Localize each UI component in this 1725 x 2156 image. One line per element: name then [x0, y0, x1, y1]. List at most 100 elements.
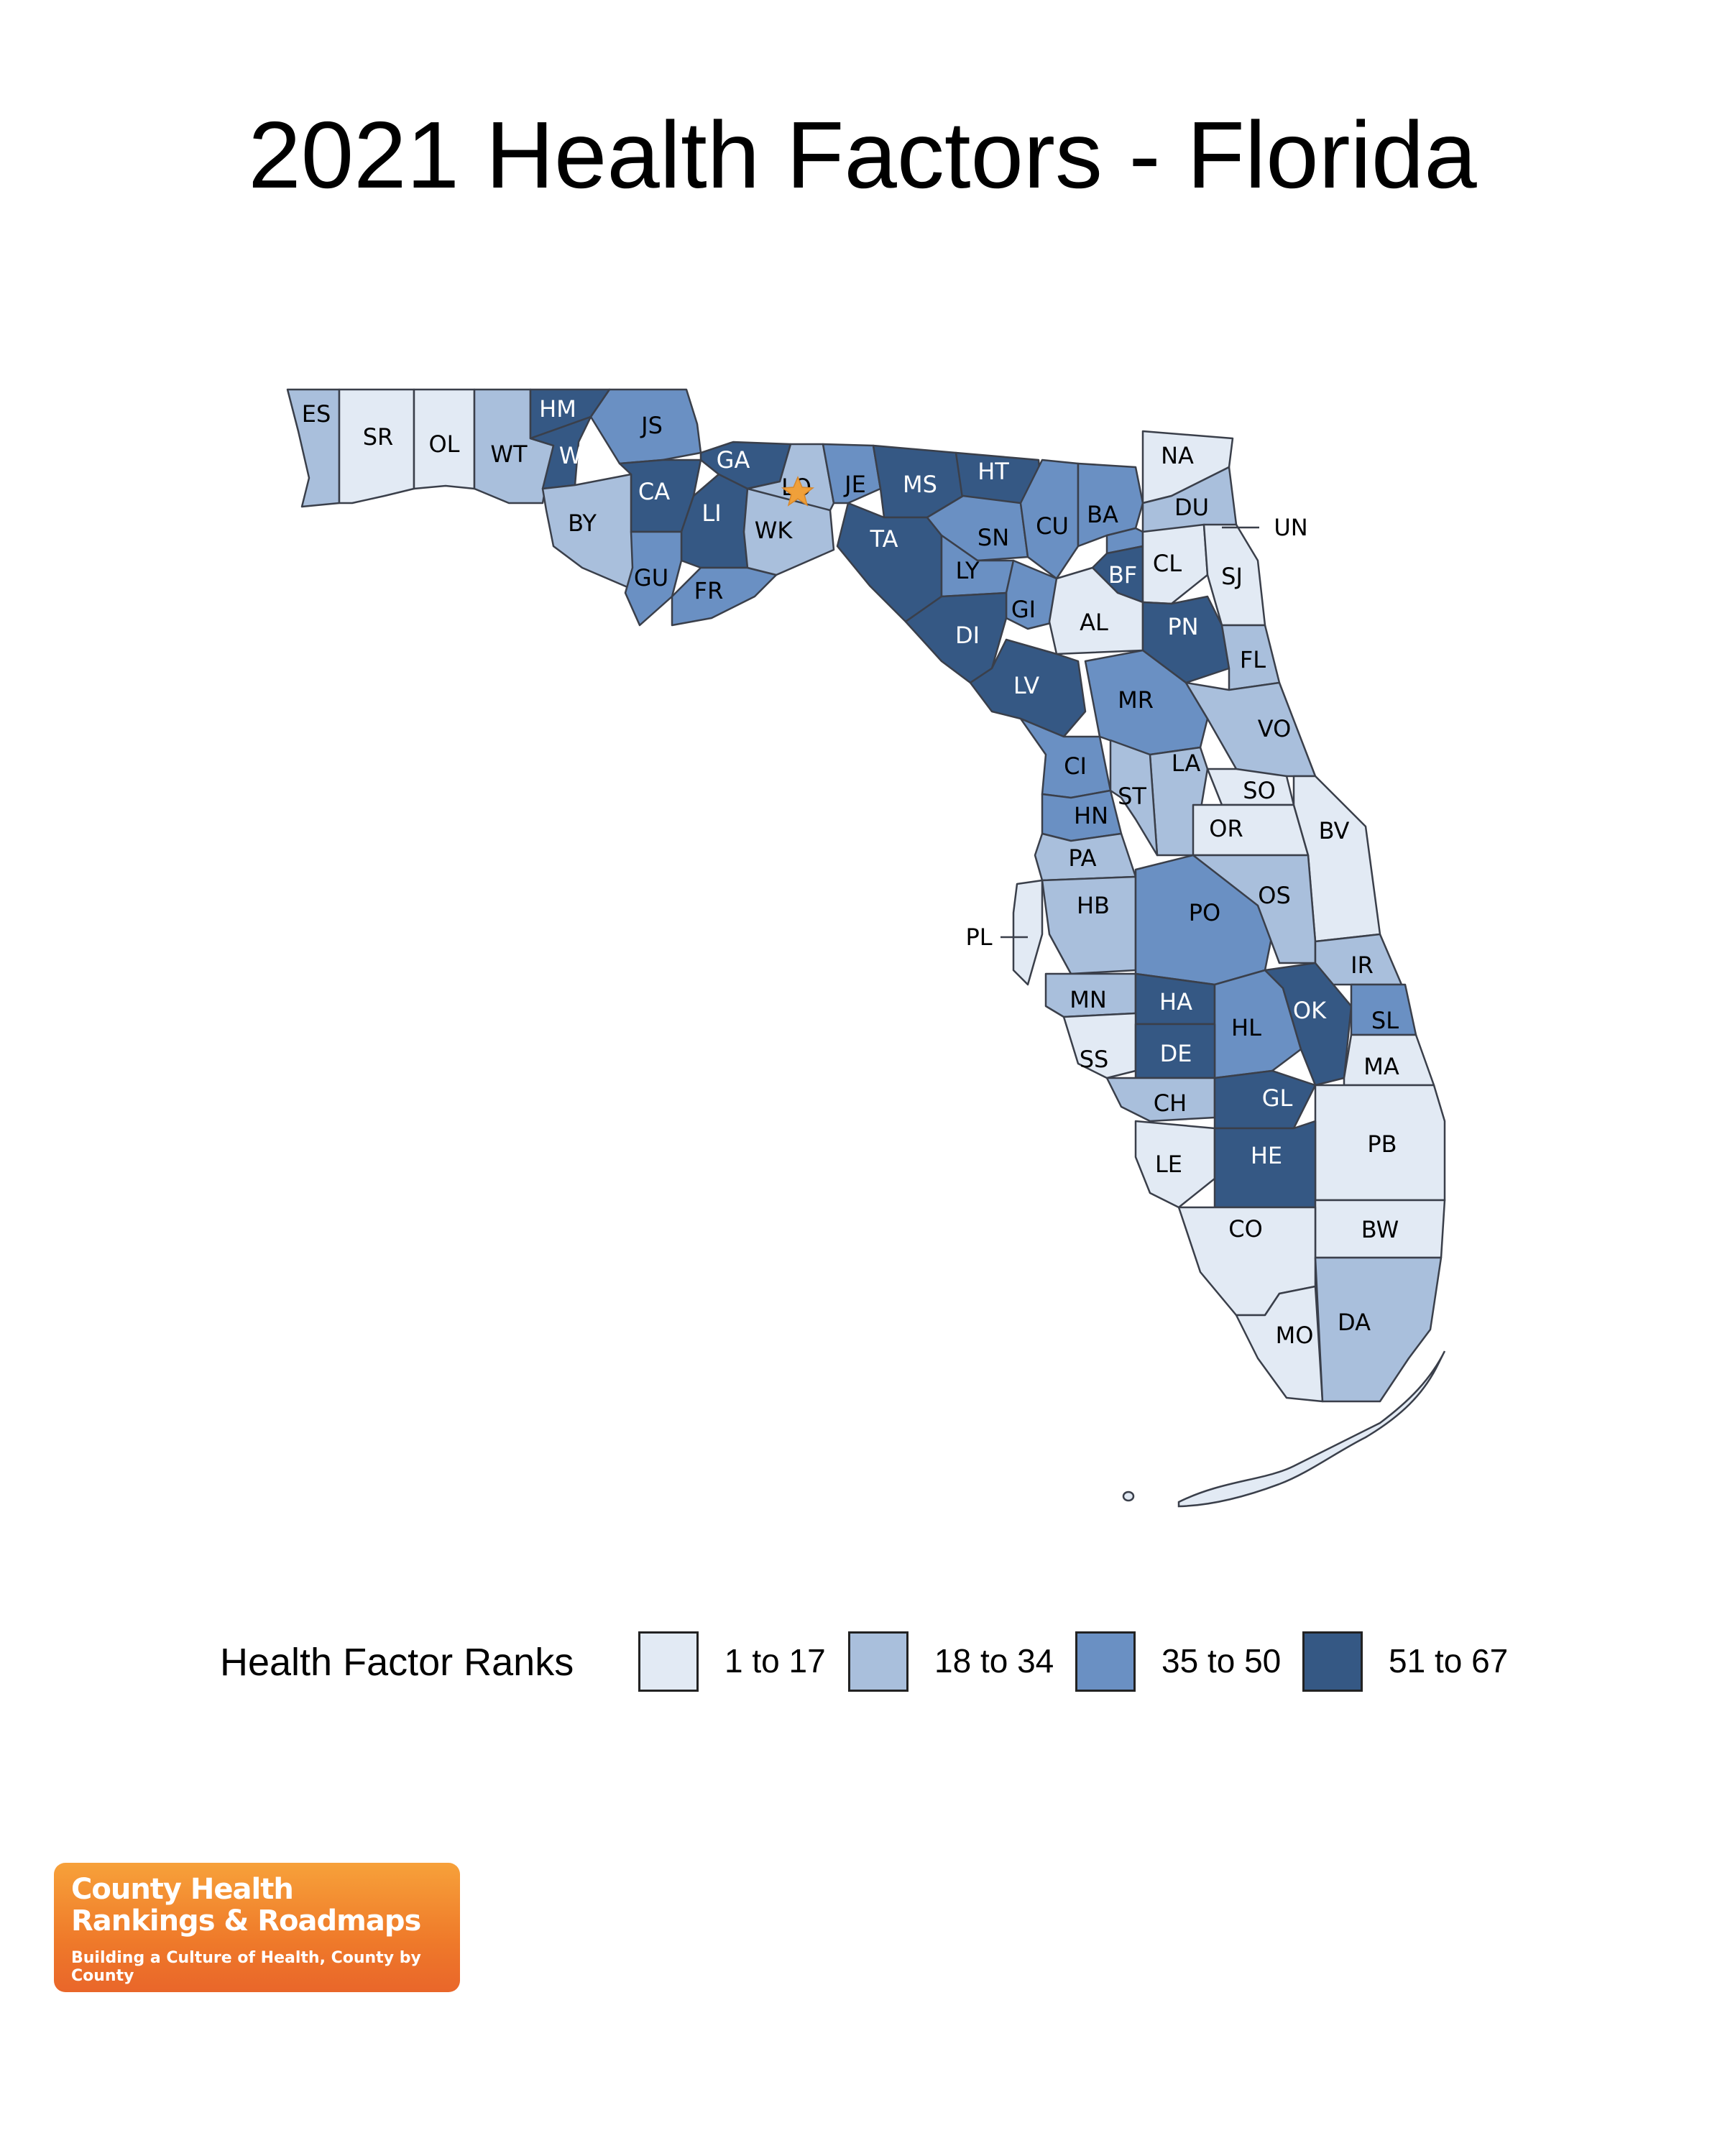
county-label-pa: PA	[1068, 844, 1096, 872]
logo-line-1: County Health	[71, 1873, 294, 1906]
county-label-mo: MO	[1276, 1322, 1314, 1349]
counties-layer	[286, 388, 1446, 1508]
county-label-so: SO	[1243, 777, 1276, 804]
legend-label-51-to-67: 51 to 67	[1389, 1642, 1509, 1680]
county-label-ch: CH	[1154, 1089, 1187, 1117]
county-label-un: UN	[1274, 514, 1307, 541]
county-shape-cl	[1141, 523, 1209, 605]
logo-line-2: Rankings & Roadmaps	[71, 1904, 421, 1938]
county-shape-ok	[1264, 962, 1353, 1087]
county-label-bw: BW	[1361, 1216, 1399, 1243]
county-label-wk: WK	[755, 517, 794, 544]
county-shape-gl	[1213, 1069, 1317, 1130]
county-label-bf: BF	[1108, 561, 1137, 589]
legend-swatch-1-to-17	[638, 1631, 699, 1692]
county-label-gl: GL	[1262, 1084, 1293, 1112]
county-label-ma: MA	[1363, 1053, 1399, 1080]
county-label-ci: CI	[1064, 752, 1087, 780]
legend-label-35-to-50: 35 to 50	[1162, 1642, 1282, 1680]
county-label-la: LA	[1172, 750, 1201, 777]
county-label-ba: BA	[1087, 501, 1118, 528]
county-label-pn: PN	[1167, 613, 1198, 640]
county-label-ss: SS	[1080, 1046, 1109, 1073]
county-label-je: JE	[843, 471, 866, 498]
county-label-li: LI	[702, 499, 721, 527]
county-label-ol: OL	[428, 430, 459, 458]
county-shape-ch	[1105, 1077, 1216, 1123]
county-label-sl: SL	[1371, 1007, 1399, 1034]
county-label-os: OS	[1258, 882, 1291, 909]
county-label-al: AL	[1080, 609, 1108, 636]
county-label-na: NA	[1161, 442, 1194, 469]
dry-tortugas-shape	[1122, 1491, 1135, 1502]
county-shape-ta	[836, 502, 943, 623]
county-label-vo: VO	[1258, 715, 1292, 742]
county-label-du: DU	[1174, 494, 1209, 521]
county-label-lv: LV	[1013, 672, 1039, 699]
county-label-da: DA	[1338, 1309, 1371, 1336]
county-label-st: ST	[1118, 783, 1146, 810]
legend: Health Factor Ranks 1 to 17 18 to 34 35 …	[0, 1626, 1725, 1697]
county-shape-gu	[624, 530, 683, 627]
county-label-sr: SR	[363, 423, 394, 451]
county-label-ok: OK	[1293, 997, 1327, 1024]
county-label-hm: HM	[539, 395, 576, 423]
county-label-de: DE	[1160, 1040, 1192, 1067]
logo-tagline: Building a Culture of Health, County by …	[71, 1949, 421, 1985]
legend-title: Health Factor Ranks	[220, 1641, 574, 1684]
county-shape-fr	[671, 566, 778, 627]
county-label-pl: PL	[965, 923, 992, 951]
county-label-fl: FL	[1240, 646, 1266, 673]
county-shape-he	[1213, 1120, 1317, 1209]
county-shape-ss	[1062, 1012, 1137, 1079]
county-label-ir: IR	[1351, 952, 1374, 979]
county-label-co: CO	[1228, 1215, 1263, 1243]
county-label-gi: GI	[1011, 596, 1036, 623]
county-label-ta: TA	[870, 525, 898, 553]
county-label-es: ES	[302, 400, 331, 428]
county-label-bv: BV	[1319, 817, 1350, 844]
county-label-pb: PB	[1367, 1130, 1397, 1158]
county-shape-du	[1141, 466, 1238, 533]
chrr-logo: County Health Rankings & Roadmaps Buildi…	[54, 1863, 460, 1992]
county-shape-ol	[413, 388, 476, 490]
legend-swatch-51-to-67	[1302, 1631, 1363, 1692]
county-label-po: PO	[1189, 899, 1220, 926]
leader-lines	[1000, 526, 1259, 939]
county-shape-so	[1206, 768, 1295, 806]
county-label-cu: CU	[1036, 512, 1069, 540]
county-label-hb: HB	[1077, 892, 1110, 919]
county-shape-di	[904, 591, 1008, 684]
county-shape-js	[589, 388, 702, 465]
county-label-ms: MS	[903, 471, 937, 498]
legend-swatch-18-to-34	[848, 1631, 908, 1692]
county-label-ha: HA	[1159, 988, 1192, 1015]
county-label-or: OR	[1209, 815, 1243, 842]
map-title: 2021 Health Factors - Florida	[248, 102, 1477, 208]
county-label-hl: HL	[1231, 1014, 1261, 1041]
florida-keys-shape	[1177, 1350, 1446, 1508]
county-label-fr: FR	[694, 577, 724, 604]
county-shape-mr	[1084, 649, 1209, 756]
legend-label-1-to-17: 1 to 17	[724, 1642, 826, 1680]
county-shape-je	[822, 443, 882, 505]
county-label-ht: HT	[978, 458, 1009, 485]
legend-swatch-35-to-50	[1075, 1631, 1136, 1692]
county-label-hn: HN	[1074, 802, 1108, 829]
county-labels: ESSROLWTHMWGJSCAGABYLIGUFRWKLOJEMSHTTASN…	[302, 395, 1399, 1349]
legend-label-18-to-34: 18 to 34	[934, 1642, 1054, 1680]
county-label-sn: SN	[978, 524, 1009, 551]
county-label-mr: MR	[1118, 686, 1154, 714]
county-label-js: JS	[640, 412, 663, 439]
florida-county-map: ESSROLWTHMWGJSCAGABYLIGUFRWKLOJEMSHTTASN…	[286, 388, 1446, 1508]
county-label-ca: CA	[638, 478, 670, 505]
county-label-le: LE	[1155, 1151, 1182, 1178]
county-label-wt: WT	[490, 441, 528, 468]
county-label-gu: GU	[634, 564, 668, 591]
county-label-he: HE	[1251, 1142, 1282, 1169]
county-shape-lv	[969, 638, 1087, 738]
county-label-by: BY	[568, 510, 597, 537]
capital-star-icon	[781, 476, 815, 507]
county-label-ga: GA	[717, 446, 750, 474]
county-label-wg: WG	[559, 442, 599, 469]
